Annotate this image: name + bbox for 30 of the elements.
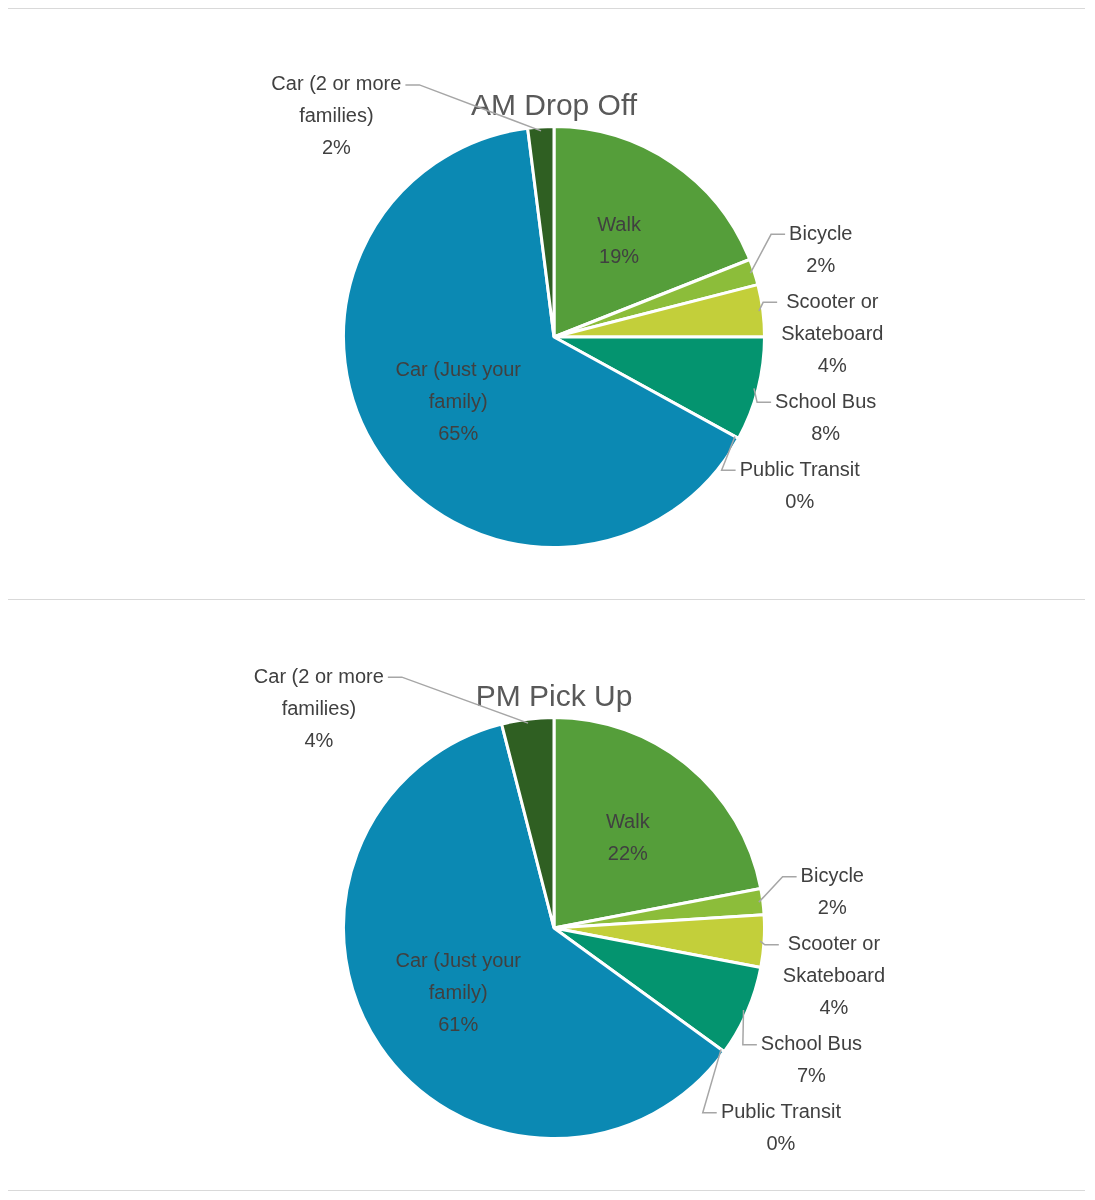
- chart-title: AM Drop Off: [470, 88, 638, 122]
- slice-label: Car (2 or more families): [253, 664, 384, 719]
- data-label: 4%: [304, 728, 334, 751]
- slice-label: Scooter or Skateboard: [781, 289, 884, 344]
- chart-title: PM Pick Up: [475, 679, 633, 713]
- slice-label: Bicycle: [789, 221, 853, 244]
- text: 0%: [766, 1132, 796, 1155]
- slice-label: Scooter or Skateboard: [782, 932, 886, 987]
- data-label: 2%: [817, 896, 847, 919]
- slice-label: School Bus: [775, 389, 877, 412]
- slice-label: Car (2 or more families): [271, 72, 402, 127]
- data-label: 19%: [599, 244, 640, 267]
- category-label: Public Transit: [720, 1100, 841, 1123]
- slice-label: Bicycle: [800, 864, 864, 887]
- slice-label: Car (Just your family): [395, 357, 522, 412]
- data-label: 22%: [607, 842, 649, 865]
- data-label: 7%: [796, 1064, 827, 1087]
- data-label: 61%: [438, 1012, 479, 1035]
- text: 0%: [785, 489, 815, 512]
- slice-label: Walk: [597, 212, 642, 235]
- data-label: 2%: [806, 253, 836, 276]
- data-label: 65%: [438, 421, 479, 444]
- slice-label: Car (Just your family): [395, 948, 522, 1003]
- data-label: 2%: [321, 136, 352, 159]
- data-label: 4%: [817, 353, 847, 376]
- category-label: Public Transit: [739, 457, 860, 480]
- slice-label: Walk: [605, 810, 651, 833]
- data-label: 8%: [811, 421, 841, 444]
- slice-label: School Bus: [760, 1032, 863, 1055]
- data-label: 4%: [819, 996, 849, 1019]
